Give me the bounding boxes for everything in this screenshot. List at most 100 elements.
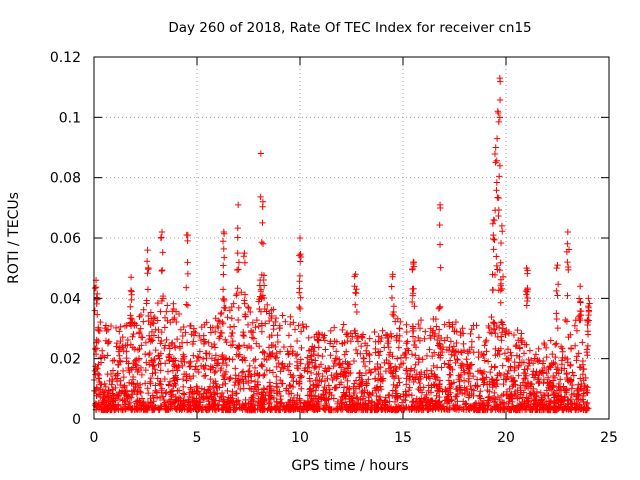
data-point	[551, 389, 559, 397]
data-point	[357, 350, 364, 357]
data-point	[481, 376, 488, 384]
data-point	[261, 371, 268, 378]
data-point	[581, 382, 588, 390]
data-point	[474, 383, 481, 390]
data-point	[467, 361, 474, 369]
data-point	[141, 380, 149, 387]
data-point	[183, 284, 190, 291]
data-point	[499, 362, 506, 369]
data-point	[494, 194, 501, 201]
data-point	[483, 348, 490, 355]
data-point	[263, 366, 271, 374]
data-point	[234, 234, 241, 241]
data-point	[245, 368, 252, 375]
data-point	[113, 339, 121, 347]
data-point	[493, 262, 500, 270]
data-point	[450, 343, 458, 350]
data-point	[363, 382, 370, 389]
data-point	[377, 370, 384, 378]
data-point	[258, 320, 265, 327]
data-point	[531, 355, 538, 362]
data-point	[404, 370, 411, 378]
data-point	[427, 405, 434, 412]
data-point	[248, 403, 255, 410]
data-point	[233, 266, 241, 274]
data-point	[117, 323, 124, 331]
data-point	[271, 352, 279, 360]
data-point	[158, 267, 165, 275]
data-point	[159, 266, 166, 274]
data-point	[385, 343, 392, 351]
data-point	[223, 361, 230, 369]
data-point	[459, 325, 466, 332]
data-point	[388, 333, 395, 340]
data-point	[525, 404, 532, 411]
data-point	[259, 219, 266, 227]
data-point	[173, 318, 180, 326]
data-point	[110, 394, 118, 402]
data-point	[430, 349, 438, 356]
data-point	[577, 375, 584, 382]
data-point	[342, 373, 350, 380]
data-point	[314, 336, 322, 343]
data-point	[272, 318, 279, 326]
data-point	[207, 389, 214, 396]
data-point	[379, 375, 387, 382]
data-point	[564, 292, 571, 299]
data-point	[470, 402, 477, 409]
data-point	[523, 291, 530, 298]
data-point	[420, 384, 427, 391]
data-point	[433, 364, 441, 371]
data-point	[146, 349, 153, 357]
data-point	[263, 385, 271, 393]
data-point	[297, 294, 304, 301]
data-point	[127, 312, 134, 319]
data-point	[498, 285, 506, 293]
data-point	[272, 404, 279, 412]
data-point	[264, 406, 271, 414]
data-point	[135, 356, 143, 364]
data-point	[341, 392, 349, 400]
data-point	[427, 398, 434, 406]
data-point	[259, 198, 267, 205]
data-point	[234, 377, 241, 384]
data-point	[258, 360, 266, 368]
data-point	[376, 393, 384, 401]
data-point	[108, 381, 115, 388]
data-point	[205, 339, 212, 346]
data-point	[361, 340, 369, 347]
data-point	[447, 364, 454, 372]
x-tick-labels: 0 5 10 15 20 25	[90, 430, 618, 446]
data-point	[119, 333, 126, 341]
data-point	[395, 337, 403, 345]
data-point	[426, 375, 434, 382]
data-point	[287, 382, 294, 390]
data-point	[288, 390, 295, 397]
data-point	[513, 352, 521, 359]
data-point	[309, 387, 317, 394]
data-point	[393, 405, 400, 412]
data-point	[220, 254, 228, 261]
data-point	[571, 322, 579, 329]
data-point	[310, 348, 317, 355]
data-point	[309, 343, 316, 350]
x-tick-label: 5	[193, 430, 202, 446]
data-point	[488, 313, 495, 321]
data-point	[301, 367, 308, 374]
data-point	[489, 220, 497, 227]
data-point	[465, 378, 472, 385]
data-point	[403, 321, 410, 328]
data-point	[287, 313, 294, 321]
data-point	[175, 387, 183, 394]
data-point	[227, 406, 234, 414]
data-point	[447, 383, 454, 391]
data-point	[515, 372, 522, 379]
data-point	[564, 228, 571, 236]
x-tick-label: 15	[394, 430, 412, 446]
data-point	[154, 317, 161, 324]
data-point	[240, 332, 248, 340]
data-point	[145, 332, 153, 339]
data-point	[136, 345, 143, 353]
x-tick-label: 20	[497, 430, 515, 446]
data-point	[445, 398, 452, 405]
